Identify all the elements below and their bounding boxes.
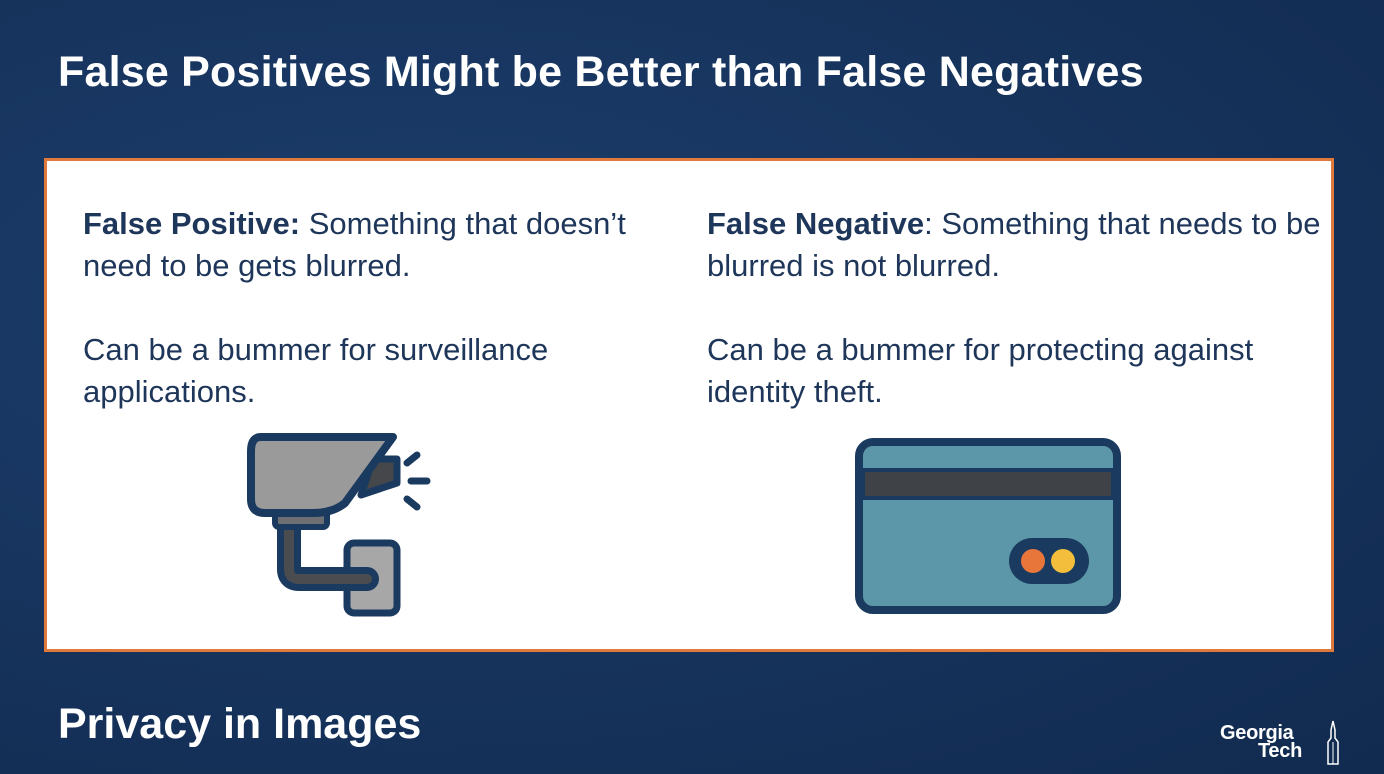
false-positive-definition-text: Something that doesn’t need to be gets b… (83, 206, 626, 283)
false-negative-consequence: Can be a bummer for protecting against i… (707, 332, 1254, 409)
false-positive-term: False Positive: (83, 206, 301, 241)
false-positive-definition: False Positive: Something that doesn’t n… (83, 203, 643, 287)
false-negative-column: False Negative: Something that needs to … (707, 203, 1327, 413)
security-camera-icon (247, 433, 431, 617)
logo-tech: Tech (1258, 740, 1302, 762)
logo-georgia: Georgia (1220, 722, 1294, 744)
footer-title: Privacy in Images (58, 700, 422, 748)
tech-tower-icon (1327, 720, 1339, 765)
false-negative-definition-text: : Something that needs to be blurred is … (707, 206, 1321, 283)
false-positive-consequence: Can be a bummer for surveillance applica… (83, 332, 549, 409)
false-negative-definition: False Negative: Something that needs to … (707, 203, 1327, 287)
false-positive-column: False Positive: Something that doesn’t n… (83, 203, 643, 413)
credit-card-icon (855, 438, 1121, 614)
slide-title: False Positives Might be Better than Fal… (58, 48, 1144, 96)
content-box: False Positive: Something that doesn’t n… (44, 158, 1334, 652)
georgia-tech-logo: Georgia Tech (1218, 718, 1344, 768)
false-negative-term: False Negative (707, 206, 925, 241)
